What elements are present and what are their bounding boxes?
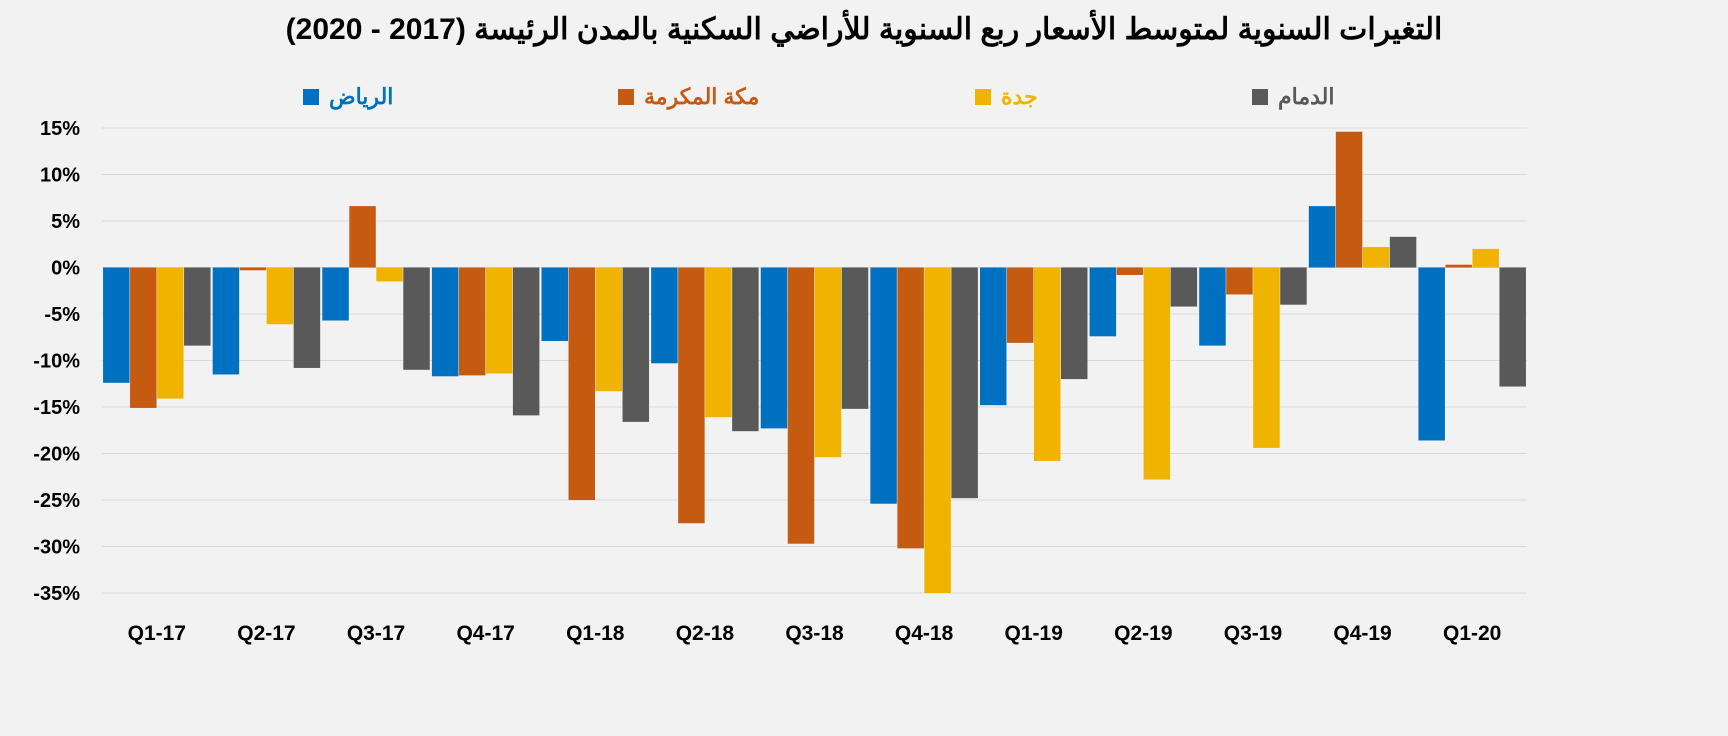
bar: [1170, 267, 1198, 307]
y-tick-label: -25%: [33, 490, 80, 512]
legend-item-makkah: مكة المكرمة: [618, 84, 759, 110]
bar: [293, 267, 321, 368]
bar: [678, 267, 705, 524]
bar: [403, 267, 430, 370]
bar: [951, 267, 978, 499]
bar: [1060, 267, 1088, 380]
y-tick-label: 15%: [40, 118, 80, 140]
x-tick-label: Q1-20: [1443, 622, 1501, 645]
y-tick-label: 0%: [51, 258, 80, 280]
bar: [595, 267, 623, 392]
bar: [924, 267, 951, 593]
y-tick-label: -10%: [33, 351, 80, 373]
bar: [897, 267, 924, 549]
bar: [1143, 267, 1171, 480]
y-tick-label: -30%: [33, 537, 80, 559]
bar: [622, 267, 650, 422]
bar: [1116, 267, 1144, 275]
bar: [870, 267, 897, 504]
legend-label: مكة المكرمة: [644, 84, 760, 109]
y-tick-label: -5%: [44, 304, 80, 326]
bar: [485, 267, 513, 374]
legend-swatch: [975, 89, 991, 105]
legend-swatch: [1252, 89, 1268, 105]
x-tick-label: Q1-17: [128, 622, 186, 645]
x-tick-label: Q3-19: [1224, 622, 1282, 645]
bar: [568, 267, 596, 500]
bar: [130, 267, 157, 408]
x-tick-label: Q3-17: [347, 622, 405, 645]
bar: [979, 267, 1007, 406]
bar: [1226, 267, 1253, 295]
legend-item-jeddah: جدة: [975, 84, 1038, 110]
bar: [322, 267, 349, 321]
bar: [1253, 267, 1280, 448]
chart-title: التغيرات السنوية لمتوسط الأسعار ربع السن…: [285, 13, 1443, 46]
bar: [1445, 264, 1472, 268]
x-tick-label: Q1-19: [1005, 622, 1063, 645]
bar: [1280, 267, 1307, 305]
bar: [1033, 267, 1061, 461]
bar: [841, 267, 869, 409]
bar: [1089, 267, 1117, 337]
x-tick-label: Q2-19: [1114, 622, 1172, 645]
y-tick-label: 10%: [40, 165, 80, 187]
bar: [103, 267, 130, 383]
y-tick-label: -20%: [33, 444, 80, 466]
bar: [1199, 267, 1226, 346]
bar: [1006, 267, 1034, 343]
y-tick-label: -15%: [33, 397, 80, 419]
bar: [349, 206, 376, 268]
legend-label: جدة: [1001, 84, 1038, 109]
bar: [760, 267, 788, 429]
bar: [732, 267, 759, 432]
legend-swatch: [618, 89, 634, 105]
bar: [1499, 267, 1526, 387]
bar: [1362, 247, 1390, 268]
bar: [1418, 267, 1445, 441]
bar: [1308, 206, 1336, 268]
bar: [541, 267, 569, 341]
bar: [157, 267, 184, 399]
x-tick-label: Q4-17: [456, 622, 514, 645]
bar: [1389, 236, 1417, 268]
y-tick-label: 5%: [51, 211, 80, 233]
bar: [458, 267, 486, 376]
bar: [239, 267, 267, 271]
bar: [376, 267, 403, 282]
x-tick-label: Q3-18: [785, 622, 844, 645]
bar: [212, 267, 240, 375]
x-tick-label: Q4-19: [1333, 622, 1391, 645]
y-tick-label: -35%: [33, 583, 80, 605]
bar: [512, 267, 540, 416]
legend-swatch: [303, 89, 319, 105]
bar: [787, 267, 815, 544]
x-tick-label: Q2-18: [676, 622, 735, 645]
legend-label: الدمام: [1278, 84, 1335, 109]
x-tick-label: Q1-18: [566, 622, 625, 645]
bar: [814, 267, 842, 458]
bar: [1335, 131, 1363, 268]
bar: [184, 267, 211, 346]
bar: [705, 267, 732, 418]
bar: [266, 267, 294, 325]
bar: [431, 267, 459, 377]
bar: [651, 267, 678, 364]
legend-item-riyadh: الرياض: [303, 84, 393, 110]
x-tick-label: Q2-17: [237, 622, 295, 645]
x-tick-label: Q4-18: [895, 622, 954, 645]
legend-item-dammam: الدمام: [1252, 84, 1334, 110]
legend-label: الرياض: [329, 84, 394, 109]
bar: [1472, 248, 1499, 268]
